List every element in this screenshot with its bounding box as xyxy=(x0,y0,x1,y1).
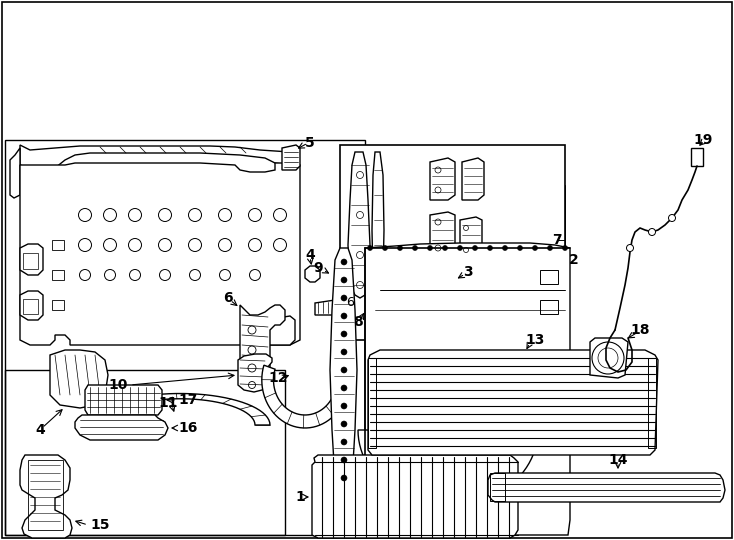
Circle shape xyxy=(341,277,347,283)
Circle shape xyxy=(627,245,633,252)
Polygon shape xyxy=(365,243,570,535)
Polygon shape xyxy=(348,152,370,298)
Polygon shape xyxy=(20,244,43,275)
Text: 12: 12 xyxy=(268,371,288,385)
Circle shape xyxy=(368,246,372,251)
Circle shape xyxy=(473,246,478,251)
Polygon shape xyxy=(240,305,285,380)
Text: 8: 8 xyxy=(353,315,363,329)
Polygon shape xyxy=(430,158,455,200)
Polygon shape xyxy=(368,350,658,455)
Polygon shape xyxy=(312,455,518,538)
Bar xyxy=(52,240,64,250)
Bar xyxy=(23,253,38,269)
Bar xyxy=(540,300,558,314)
Polygon shape xyxy=(460,217,482,258)
Polygon shape xyxy=(238,354,272,392)
Circle shape xyxy=(503,246,507,251)
Polygon shape xyxy=(462,158,484,200)
Bar xyxy=(340,145,565,340)
Circle shape xyxy=(341,367,347,373)
Circle shape xyxy=(341,349,347,355)
Polygon shape xyxy=(330,248,357,495)
Circle shape xyxy=(413,246,418,251)
Bar xyxy=(540,270,558,284)
Bar xyxy=(691,148,703,166)
Text: 18: 18 xyxy=(631,323,650,337)
Bar xyxy=(23,299,38,314)
Circle shape xyxy=(341,439,347,445)
Circle shape xyxy=(548,246,553,251)
Bar xyxy=(5,140,365,535)
Text: 9: 9 xyxy=(313,261,323,275)
Circle shape xyxy=(341,421,347,427)
Bar xyxy=(28,460,63,530)
Polygon shape xyxy=(430,212,455,258)
Polygon shape xyxy=(590,338,628,378)
Circle shape xyxy=(649,228,655,235)
Text: 15: 15 xyxy=(90,518,109,532)
Text: 16: 16 xyxy=(178,421,197,435)
Text: 5: 5 xyxy=(305,136,315,150)
Text: 14: 14 xyxy=(608,453,628,467)
Polygon shape xyxy=(262,365,348,428)
Circle shape xyxy=(341,385,347,391)
Circle shape xyxy=(382,246,388,251)
Text: 3: 3 xyxy=(463,265,473,279)
Circle shape xyxy=(341,331,347,337)
Polygon shape xyxy=(50,350,108,408)
Circle shape xyxy=(532,246,537,251)
Circle shape xyxy=(669,214,675,221)
Circle shape xyxy=(562,246,567,251)
Bar xyxy=(52,270,64,280)
Circle shape xyxy=(517,246,523,251)
Polygon shape xyxy=(305,266,320,282)
Text: 4: 4 xyxy=(35,423,45,437)
Polygon shape xyxy=(282,145,300,170)
Bar xyxy=(52,300,64,310)
Circle shape xyxy=(341,457,347,463)
Polygon shape xyxy=(265,316,295,345)
Bar xyxy=(490,473,505,501)
Text: 13: 13 xyxy=(526,333,545,347)
Polygon shape xyxy=(20,145,295,168)
Circle shape xyxy=(341,259,347,265)
Circle shape xyxy=(457,246,462,251)
Circle shape xyxy=(341,403,347,409)
Polygon shape xyxy=(315,300,340,315)
Text: 17: 17 xyxy=(178,393,197,407)
Polygon shape xyxy=(20,291,43,320)
Circle shape xyxy=(443,246,448,251)
Text: 4: 4 xyxy=(305,248,315,262)
Bar xyxy=(5,370,285,535)
Polygon shape xyxy=(358,430,538,507)
Circle shape xyxy=(398,246,402,251)
Text: 11: 11 xyxy=(159,396,178,410)
Circle shape xyxy=(341,475,347,481)
Circle shape xyxy=(341,313,347,319)
Polygon shape xyxy=(500,245,516,268)
Text: 1: 1 xyxy=(295,490,305,504)
Circle shape xyxy=(341,295,347,301)
Circle shape xyxy=(487,246,493,251)
Text: 6: 6 xyxy=(346,295,354,308)
Bar xyxy=(368,358,376,448)
Circle shape xyxy=(427,246,432,251)
Polygon shape xyxy=(75,415,168,440)
Polygon shape xyxy=(85,385,162,415)
Polygon shape xyxy=(90,394,270,425)
Polygon shape xyxy=(488,473,725,502)
Text: 6: 6 xyxy=(223,291,233,305)
Text: 19: 19 xyxy=(694,133,713,147)
Polygon shape xyxy=(20,455,72,538)
Bar xyxy=(648,358,656,448)
Text: 7: 7 xyxy=(552,233,562,247)
Polygon shape xyxy=(20,163,300,345)
Polygon shape xyxy=(372,152,384,295)
Text: 10: 10 xyxy=(109,378,128,392)
Text: 2: 2 xyxy=(569,253,579,267)
Polygon shape xyxy=(10,148,20,198)
